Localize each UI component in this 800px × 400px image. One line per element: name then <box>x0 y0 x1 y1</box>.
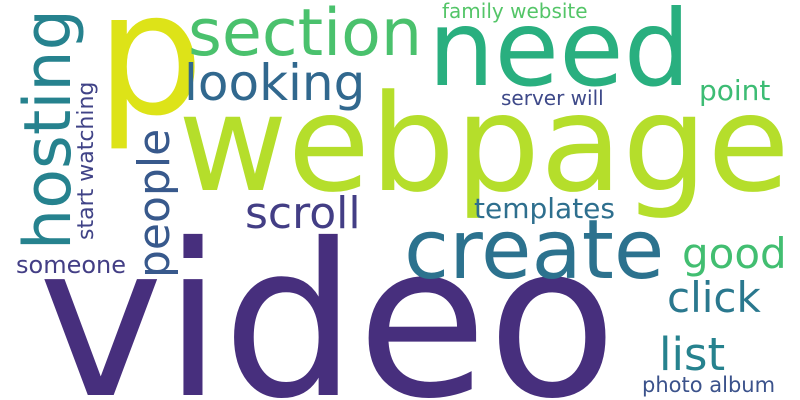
word: webpage <box>178 66 790 222</box>
word: good <box>682 229 787 278</box>
word: point <box>699 74 770 107</box>
word: templates <box>474 192 615 225</box>
word: click <box>667 273 762 322</box>
word: need <box>428 0 690 110</box>
word: create <box>404 203 664 298</box>
word: scroll <box>245 188 361 239</box>
word: p <box>96 0 204 154</box>
word: family website <box>442 0 588 23</box>
word: photo album <box>642 373 775 397</box>
word: list <box>659 328 725 381</box>
word: looking <box>184 54 365 112</box>
word: server will <box>501 86 604 110</box>
word: start watching <box>74 82 99 240</box>
word: people <box>129 129 180 278</box>
word: hosting <box>11 9 86 250</box>
word: section <box>188 0 422 71</box>
word: someone <box>16 251 126 279</box>
word: video <box>38 198 617 400</box>
